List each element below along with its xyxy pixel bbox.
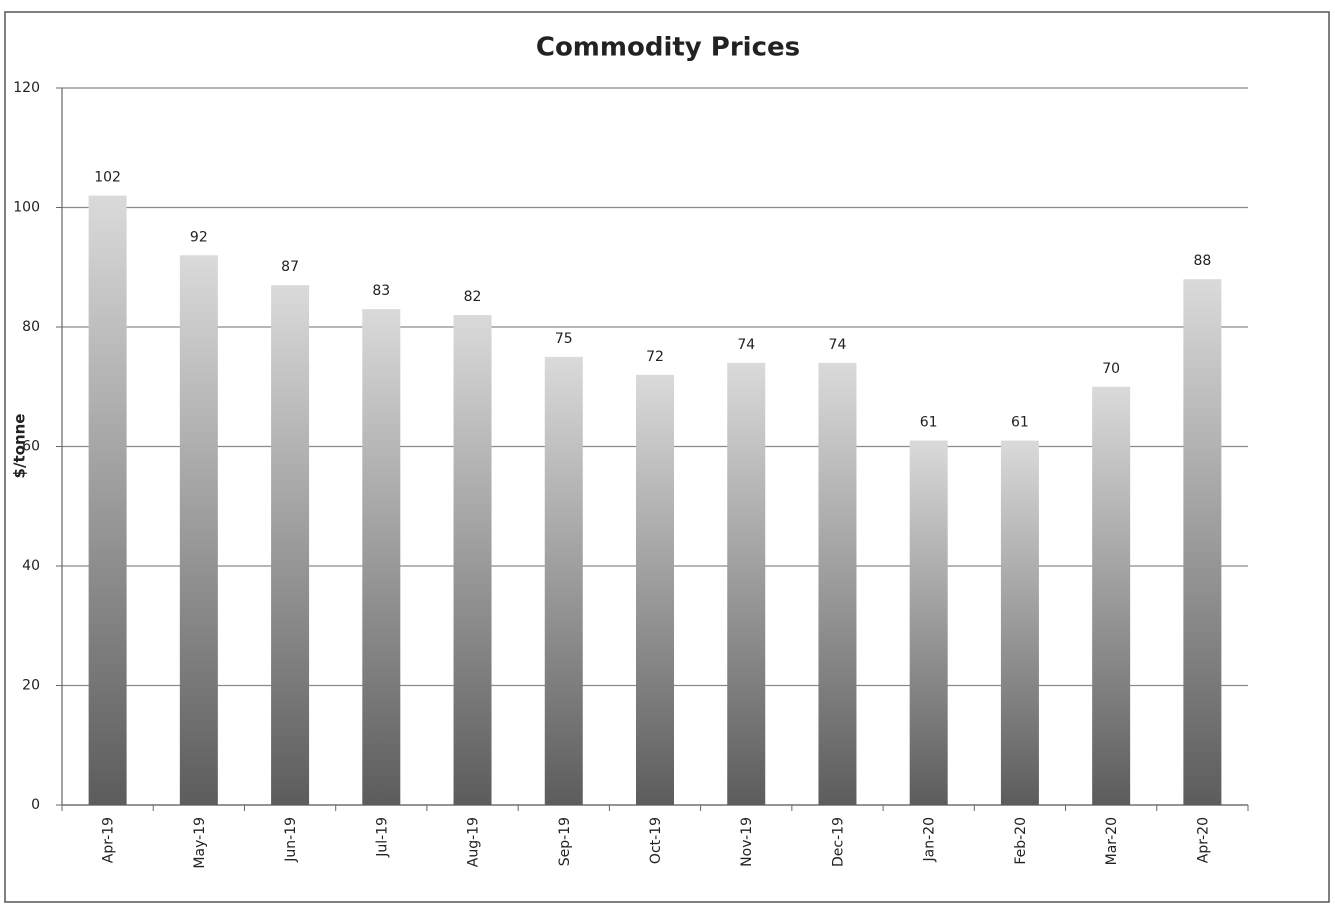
bar <box>1183 279 1222 805</box>
chart-frame <box>4 11 1330 903</box>
x-tick-label: May-19 <box>192 817 208 869</box>
bar <box>453 315 492 805</box>
data-label: 87 <box>281 259 299 275</box>
bar <box>88 195 127 806</box>
bar <box>818 362 857 805</box>
y-tick-label: 100 <box>13 200 40 216</box>
chart-title: Commodity Prices <box>536 33 800 63</box>
data-label: 92 <box>190 229 208 245</box>
x-tick-label: Jun-19 <box>283 817 299 863</box>
data-label: 75 <box>555 331 573 347</box>
data-label: 72 <box>646 349 664 365</box>
bar <box>544 356 583 805</box>
x-tick-label: Jul-19 <box>374 817 390 858</box>
y-tick-label: 40 <box>22 558 40 574</box>
data-label: 74 <box>829 337 847 353</box>
y-tick-label: 0 <box>31 797 40 813</box>
data-label: 61 <box>920 415 938 431</box>
x-tick-label: Dec-19 <box>830 817 846 867</box>
data-label: 74 <box>737 337 755 353</box>
bar <box>909 440 948 805</box>
bar <box>727 362 766 805</box>
y-tick-label: 80 <box>22 319 40 335</box>
x-tick-label: Apr-20 <box>1195 817 1211 863</box>
bar <box>362 309 401 805</box>
x-tick-label: Jan-20 <box>922 817 938 862</box>
bar <box>636 374 674 805</box>
bar <box>271 285 310 805</box>
bar <box>1092 386 1131 805</box>
data-label: 102 <box>94 170 121 186</box>
y-tick-label: 120 <box>13 80 40 96</box>
bar <box>1000 440 1039 805</box>
data-label: 88 <box>1193 253 1211 269</box>
x-tick-label: Aug-19 <box>466 817 482 867</box>
y-axis-label: $/tonne <box>11 414 29 479</box>
data-label: 70 <box>1102 361 1120 377</box>
data-label: 83 <box>372 283 390 299</box>
data-label: 61 <box>1011 415 1029 431</box>
x-tick-label: Feb-20 <box>1013 817 1029 865</box>
x-tick-label: Nov-19 <box>739 817 755 867</box>
x-tick-label: Mar-20 <box>1104 817 1120 865</box>
x-tick-label: Sep-19 <box>557 817 573 866</box>
y-tick-label: 60 <box>22 439 40 455</box>
y-tick-label: 20 <box>22 678 40 694</box>
data-label: 82 <box>464 289 482 305</box>
bar <box>179 255 218 806</box>
x-tick-label: Apr-19 <box>101 817 117 863</box>
x-tick-label: Oct-19 <box>648 817 664 864</box>
